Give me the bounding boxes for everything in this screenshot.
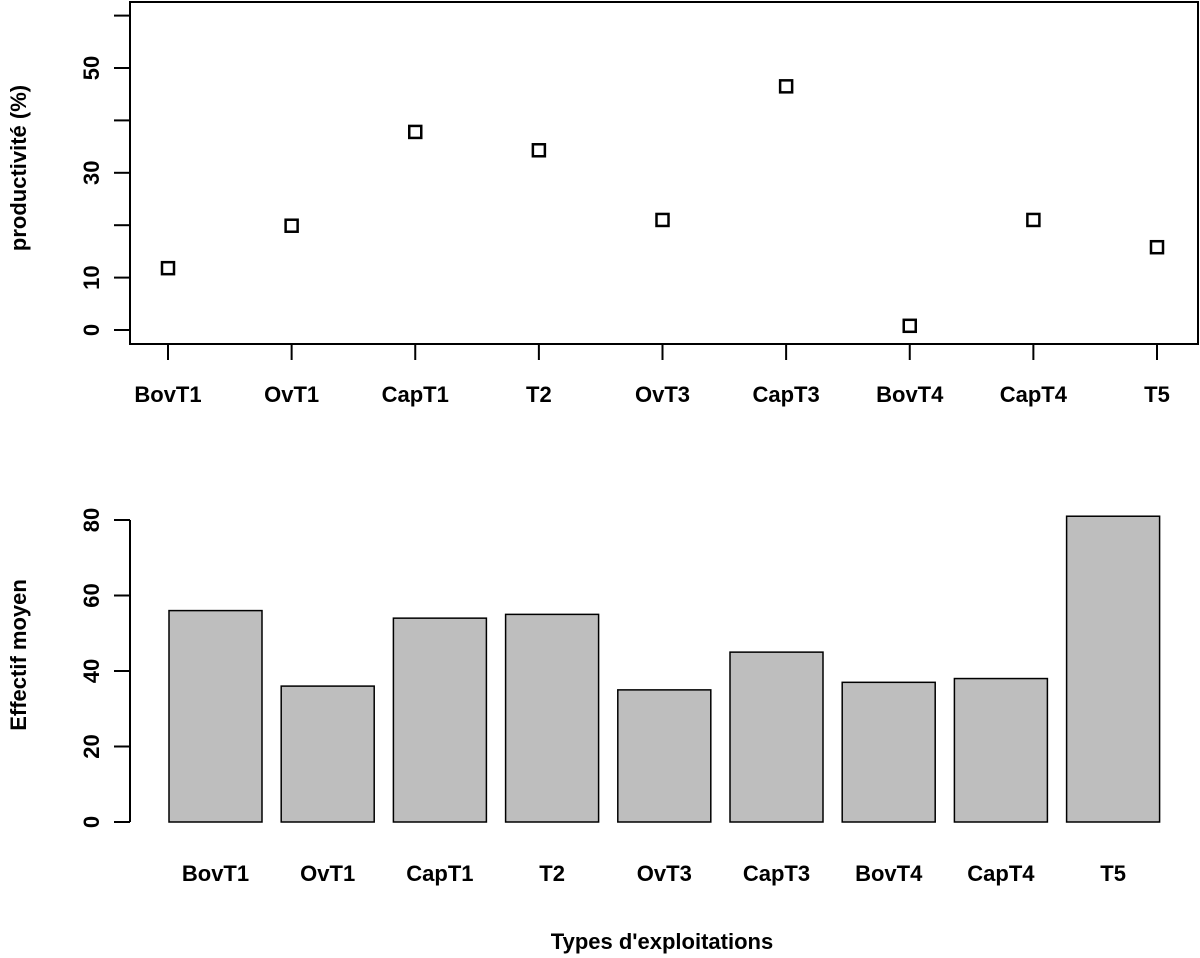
- plot-box: [129, 1, 1199, 345]
- y-tick-label: 50: [79, 56, 104, 80]
- x-tick-label: CapT3: [753, 382, 820, 407]
- x-tick-labels: BovT1 OvT1 CapT1 T2 OvT3 CapT3 BovT4 CapT4 T5: [182, 861, 1126, 886]
- y-tick-label: 30: [79, 161, 104, 185]
- x-tick-label: BovT1: [182, 861, 249, 886]
- x-tick-label: OvT3: [635, 382, 690, 407]
- data-point-BovT4: [902, 318, 917, 334]
- data-point-BovT1: [160, 260, 176, 276]
- y-tick-label: 80: [79, 508, 104, 532]
- data-points: [160, 79, 1165, 334]
- x-tick-label: CapT3: [743, 861, 810, 886]
- data-point-OvT3: [655, 212, 670, 228]
- y-tick-label: 40: [79, 659, 104, 683]
- y-tick-label: 60: [79, 583, 104, 607]
- bar-CapT4: [953, 677, 1049, 823]
- y-tick-label: 10: [79, 265, 104, 289]
- x-tick-label: OvT1: [300, 861, 355, 886]
- y-axis-title: productivité (%): [6, 85, 31, 251]
- y-tick-label: 20: [79, 734, 104, 758]
- bar-T5: [1065, 515, 1161, 823]
- data-point-CapT1: [408, 124, 423, 140]
- x-tick-label: OvT3: [637, 861, 692, 886]
- bars: [168, 515, 1161, 823]
- bar-CapT1: [392, 617, 488, 823]
- bar-BovT1: [168, 609, 263, 823]
- y-axis-title: Effectif moyen: [6, 579, 31, 731]
- x-axis-title: Types d'exploitations: [551, 929, 773, 954]
- x-tick-label: CapT4: [967, 861, 1035, 886]
- y-tick-label: 0: [79, 816, 104, 828]
- bar-T2: [504, 613, 600, 823]
- data-point-OvT1: [284, 218, 299, 233]
- x-tick-label: BovT4: [855, 861, 923, 886]
- effectif-bar-chart: 0 20 40 60 80 BovT1 OvT1 CapT1 T2 OvT3 CapT3 BovT4…: [6, 508, 1161, 954]
- x-tick-label: CapT4: [1000, 382, 1068, 407]
- x-axis: BovT1 OvT1 CapT1 T2 OvT3 CapT3 BovT4 CapT4 T5: [134, 343, 1170, 407]
- y-axis: 0 20 40 60 80: [79, 508, 131, 828]
- bar-OvT1: [280, 685, 375, 823]
- data-point-CapT3: [778, 79, 794, 94]
- y-tick-label: 0: [79, 324, 104, 336]
- x-tick-label: T5: [1100, 861, 1126, 886]
- x-tick-label: CapT1: [406, 861, 473, 886]
- productivity-plot: 0 10 30 50 BovT1 OvT1 CapT1 T2 OvT3 CapT3 BovT4 Ca…: [6, 1, 1199, 407]
- x-tick-label: BovT4: [876, 382, 944, 407]
- x-tick-label: CapT1: [382, 382, 449, 407]
- bar-OvT3: [617, 689, 712, 823]
- data-point-T5: [1149, 239, 1165, 255]
- bar-BovT4: [841, 681, 936, 823]
- x-tick-label: BovT1: [134, 382, 201, 407]
- bar-CapT3: [729, 651, 824, 823]
- data-point-T2: [531, 143, 547, 158]
- data-point-CapT4: [1026, 212, 1041, 228]
- y-axis: 0 10 30 50: [79, 14, 131, 336]
- x-tick-label: T2: [526, 382, 552, 407]
- x-tick-label: T2: [539, 861, 565, 886]
- x-tick-label: T5: [1144, 382, 1170, 407]
- x-tick-label: OvT1: [264, 382, 319, 407]
